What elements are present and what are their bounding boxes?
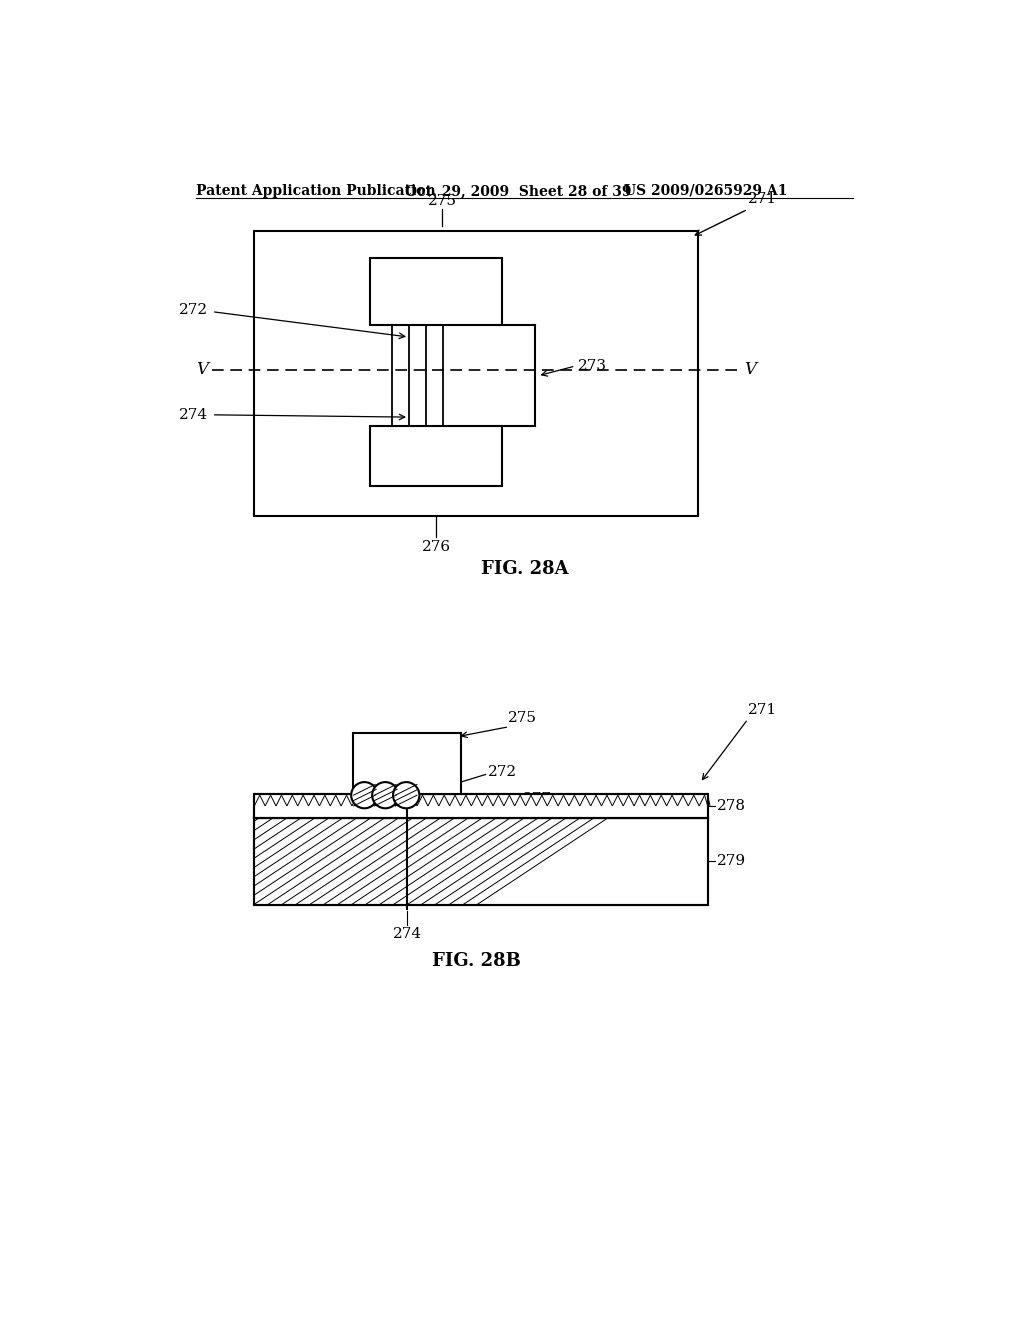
Bar: [371, 426, 502, 487]
Circle shape: [351, 781, 378, 808]
Circle shape: [372, 781, 398, 808]
Text: 271: 271: [748, 193, 777, 206]
Text: 276: 276: [422, 540, 451, 554]
Bar: [254, 817, 708, 906]
Text: FIG. 28A: FIG. 28A: [481, 561, 568, 578]
Text: 273: 273: [578, 359, 607, 374]
Text: 275: 275: [508, 711, 537, 725]
Text: 274: 274: [179, 408, 208, 422]
Text: 272: 272: [179, 304, 208, 317]
Text: 277: 277: [523, 792, 552, 807]
Bar: [254, 231, 697, 516]
Bar: [352, 733, 461, 795]
Text: V: V: [744, 362, 756, 379]
Text: 272: 272: [488, 766, 517, 779]
Text: Oct. 29, 2009  Sheet 28 of 39: Oct. 29, 2009 Sheet 28 of 39: [406, 183, 632, 198]
Bar: [371, 257, 502, 326]
Text: Patent Application Publication: Patent Application Publication: [197, 183, 436, 198]
Text: 278: 278: [717, 799, 746, 813]
Text: US 2009/0265929 A1: US 2009/0265929 A1: [624, 183, 787, 198]
Text: V: V: [196, 362, 208, 379]
Circle shape: [393, 781, 420, 808]
Text: 274: 274: [392, 927, 422, 941]
Bar: [254, 817, 708, 906]
Text: 279: 279: [717, 854, 746, 869]
Text: FIG. 28B: FIG. 28B: [432, 952, 521, 969]
Bar: [254, 795, 708, 817]
Bar: [254, 795, 708, 817]
Text: 275: 275: [428, 194, 457, 207]
Text: 271: 271: [748, 704, 777, 718]
